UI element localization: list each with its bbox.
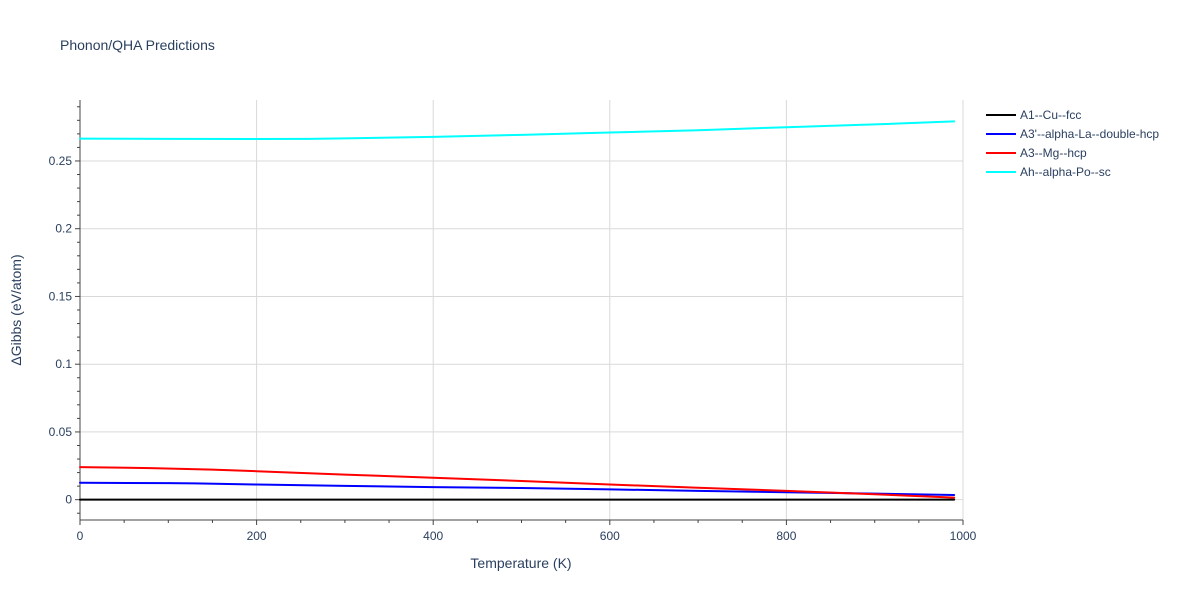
- legend-item[interactable]: Ah--alpha-Po--sc: [986, 165, 1111, 179]
- series-line-2: [79, 481, 956, 496]
- legend-item[interactable]: A1--Cu--fcc: [986, 108, 1081, 122]
- x-tick-label: 800: [776, 529, 796, 543]
- series-line-4: [79, 120, 956, 141]
- legend-item[interactable]: A3'--alpha-La--double-hcp: [986, 127, 1159, 141]
- y-tick-label: 0.1: [55, 357, 72, 371]
- legend-label: A1--Cu--fcc: [1020, 108, 1081, 122]
- legend: A1--Cu--fcc A3'--alpha-La--double-hcp A3--…: [986, 108, 1159, 179]
- x-tick-label: 0: [77, 529, 84, 543]
- series-line-3: [79, 466, 956, 499]
- y-tick-label: 0: [65, 493, 72, 507]
- legend-label: A3--Mg--hcp: [1020, 146, 1087, 160]
- x-tick-label: 600: [600, 529, 620, 543]
- grid-layer: [80, 100, 964, 520]
- x-tick-label: 1000: [950, 529, 977, 543]
- y-tick-label: 0.25: [49, 154, 73, 168]
- legend-label: Ah--alpha-Po--sc: [1020, 165, 1111, 179]
- chart-title: Phonon/QHA Predictions: [60, 37, 215, 53]
- x-axis-label: Temperature (K): [470, 555, 571, 571]
- y-tick-label: 0.15: [49, 289, 73, 303]
- series-layer: [79, 120, 956, 501]
- y-tick-label: 0.2: [55, 222, 72, 236]
- x-tick-label: 400: [423, 529, 443, 543]
- y-tick-label: 0.05: [49, 425, 73, 439]
- y-axis-label: ΔGibbs (eV/atom): [8, 254, 24, 365]
- legend-label: A3'--alpha-La--double-hcp: [1020, 127, 1159, 141]
- x-tick-label: 200: [247, 529, 267, 543]
- legend-item[interactable]: A3--Mg--hcp: [986, 146, 1087, 160]
- axes-layer: 0 200 400 600 800 1000 0 0.05 0.1 0.15 0.2 0.25: [49, 100, 977, 543]
